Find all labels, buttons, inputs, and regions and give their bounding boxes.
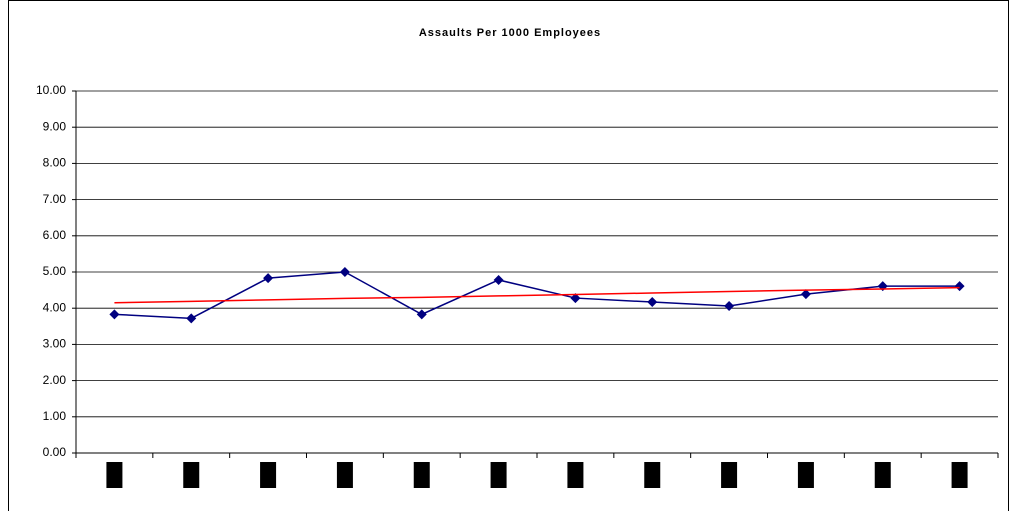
redacted-label [874,462,891,488]
marker [339,267,350,277]
y-tick-label: 8.00 [43,156,67,170]
marker [570,293,581,304]
redacted-label [567,462,584,488]
series-line [114,271,960,320]
marker [954,281,965,292]
y-tick-label: 4.00 [43,300,67,314]
y-tick-label: 1.00 [43,409,67,423]
marker [109,309,120,320]
marker [493,274,504,285]
redacted-label [490,462,507,488]
marker [416,309,427,320]
marker [263,273,274,284]
y-tick-label: 3.00 [43,337,67,351]
redacted-label [644,462,661,488]
chart-frame [8,0,1009,511]
y-tick-label: 10.00 [36,83,66,97]
redacted-label [797,462,814,488]
redacted-label [336,462,353,488]
y-tick-label: 5.00 [43,264,67,278]
chart-title: Assaults Per 1000 Employees [419,27,601,39]
redacted-label [106,462,123,488]
y-tick-label: 2.00 [43,373,67,387]
redacted-label [721,462,738,488]
redacted-label [183,462,200,488]
y-tick-label: 9.00 [43,119,67,133]
redacted-label [951,462,968,488]
y-tick-label: 0.00 [43,445,67,459]
marker [186,313,197,324]
marker [724,301,735,312]
redacted-label [260,462,277,488]
trend-line [114,286,960,304]
marker [647,297,658,308]
y-tick-label: 7.00 [43,192,67,206]
marker [800,289,811,300]
y-tick-label: 6.00 [43,228,67,242]
redacted-label [413,462,430,488]
